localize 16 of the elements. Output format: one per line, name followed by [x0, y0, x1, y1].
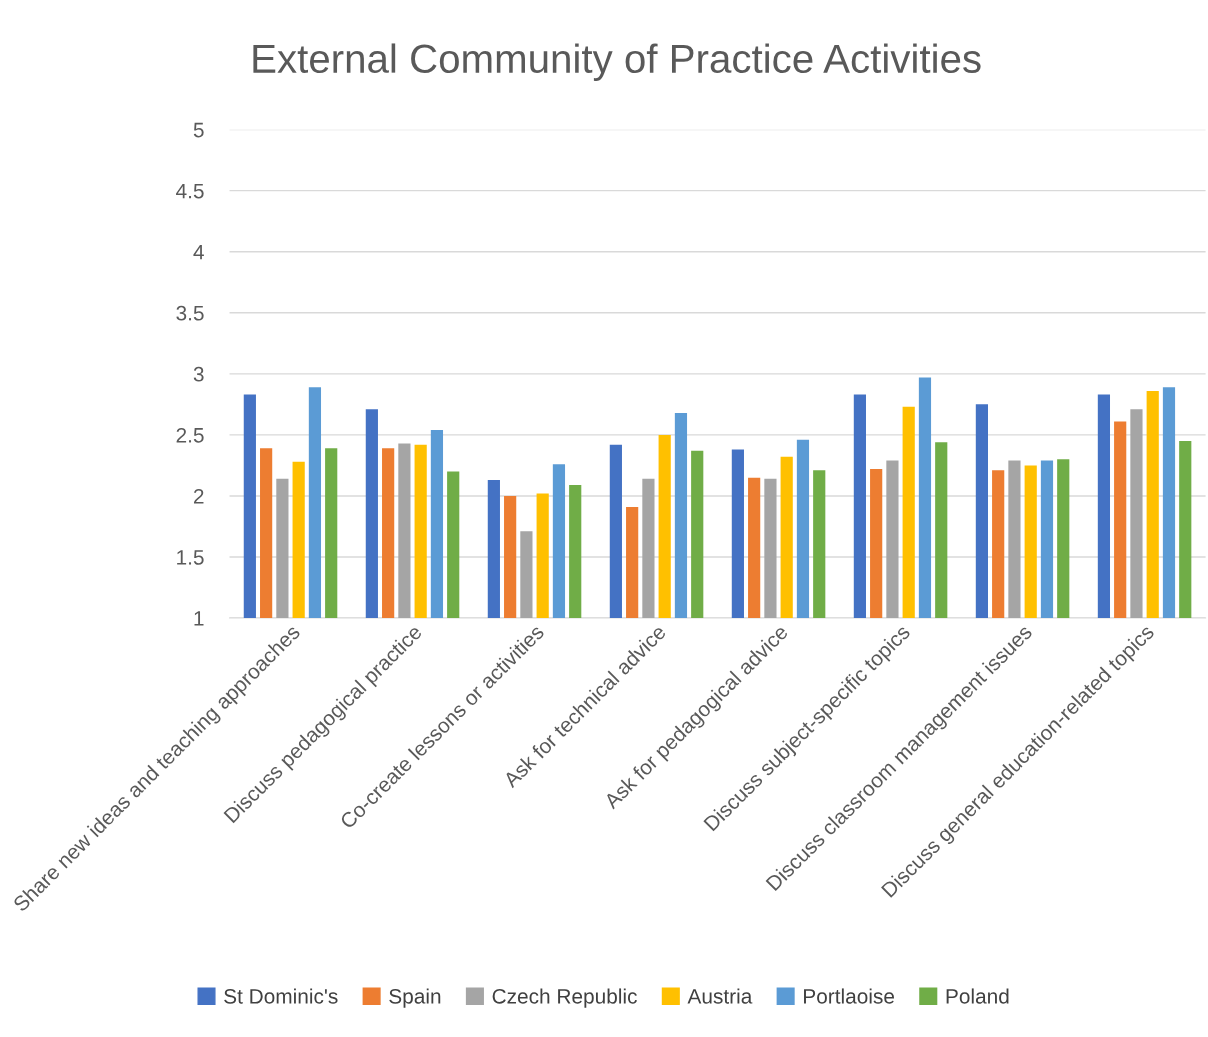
legend-label: Spain [389, 988, 441, 1008]
y-tick-label: 4.5 [176, 183, 204, 199]
y-tick-label: 2.5 [176, 427, 204, 443]
y-tick-label: 4 [193, 244, 204, 260]
legend-label: St Dominic's [224, 988, 338, 1004]
legend-label: Poland [946, 988, 1009, 1004]
y-tick-label: 1.5 [177, 550, 204, 565]
y-tick-label: 3.5 [176, 305, 204, 321]
y-tick-label: 5 [193, 122, 204, 138]
y-tick-label: 1 [194, 611, 204, 626]
legend-label: Czech Republic [492, 988, 637, 1008]
y-tick-label: 2 [193, 488, 204, 504]
chart-title: External Community of Practice Activities [253, 43, 981, 81]
y-tick-label: 3 [193, 366, 204, 382]
legend-label: Austria [687, 988, 753, 1004]
legend-label: Portlaoise [804, 988, 895, 1004]
